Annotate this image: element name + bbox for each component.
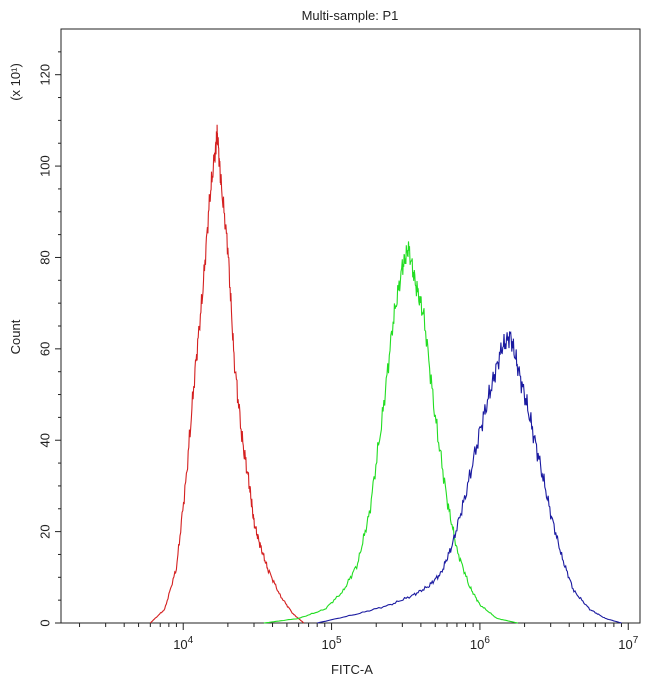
series-line-1: [149, 124, 305, 624]
series-layer: [149, 124, 622, 624]
x-tick-label: 105: [322, 635, 342, 652]
y-tick-label: 40: [37, 433, 52, 447]
y-tick-label: 60: [37, 342, 52, 356]
y-tick-label: 0: [37, 619, 52, 626]
plot-area-frame: [60, 28, 641, 624]
y-tick-label: 120: [37, 64, 52, 86]
x-tick-label: 104: [173, 635, 193, 652]
x-axis-label: FITC-A: [331, 662, 373, 677]
x-tick-label: 106: [470, 635, 490, 652]
y-tick-label: 80: [37, 250, 52, 264]
x-axis: 104 105 106 107: [79, 623, 639, 652]
y-axis: 0 20 40 60 80 100 120: [37, 51, 61, 627]
y-axis-label: Count: [8, 319, 23, 354]
y-tick-label: 100: [37, 155, 52, 177]
chart-title: Multi-sample: P1: [302, 8, 399, 23]
y-multiplier-label: (x 10¹): [8, 63, 23, 101]
y-tick-label: 20: [37, 524, 52, 538]
series-line-3: [317, 331, 622, 624]
x-tick-label: 107: [618, 635, 638, 652]
series-line-2: [263, 241, 518, 624]
